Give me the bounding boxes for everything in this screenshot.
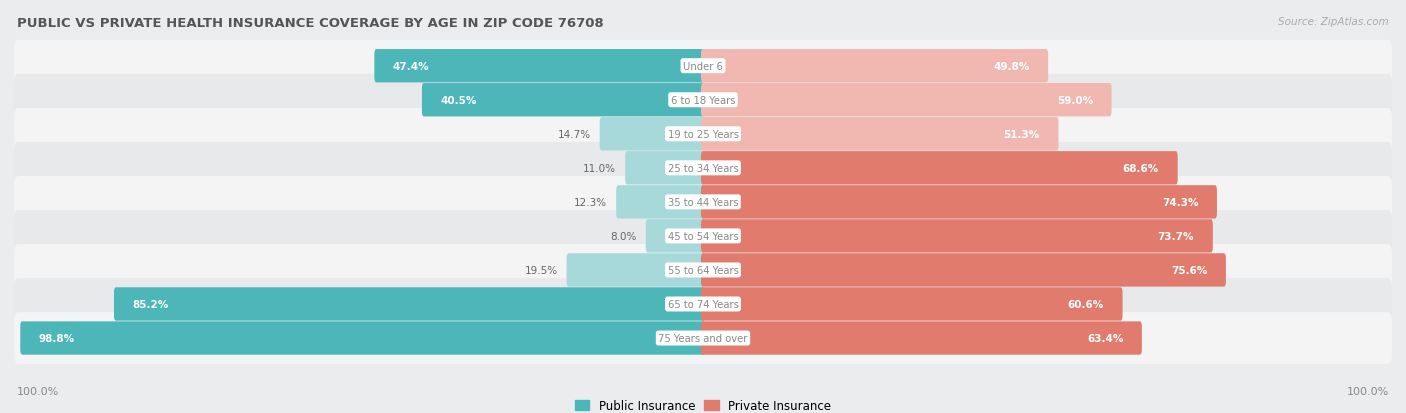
Text: 47.4%: 47.4% [394,62,430,71]
FancyBboxPatch shape [14,177,1392,228]
FancyBboxPatch shape [20,322,704,355]
Legend: Public Insurance, Private Insurance: Public Insurance, Private Insurance [571,394,835,413]
Text: 45 to 54 Years: 45 to 54 Years [668,231,738,241]
Text: Under 6: Under 6 [683,62,723,71]
FancyBboxPatch shape [374,50,704,83]
FancyBboxPatch shape [702,84,1112,117]
FancyBboxPatch shape [702,220,1213,253]
Text: 98.8%: 98.8% [39,333,75,343]
Text: 19.5%: 19.5% [524,265,558,275]
Text: 55 to 64 Years: 55 to 64 Years [668,265,738,275]
Text: 60.6%: 60.6% [1067,299,1104,309]
Text: 59.0%: 59.0% [1057,95,1092,105]
FancyBboxPatch shape [702,322,1142,355]
FancyBboxPatch shape [626,152,704,185]
Text: Source: ZipAtlas.com: Source: ZipAtlas.com [1278,17,1389,26]
FancyBboxPatch shape [14,312,1392,364]
FancyBboxPatch shape [14,75,1392,126]
FancyBboxPatch shape [702,152,1178,185]
Text: 51.3%: 51.3% [1004,129,1040,140]
FancyBboxPatch shape [702,254,1226,287]
Text: 8.0%: 8.0% [610,231,637,241]
Text: 100.0%: 100.0% [1347,387,1389,396]
FancyBboxPatch shape [702,186,1218,219]
FancyBboxPatch shape [599,118,704,151]
Text: 85.2%: 85.2% [132,299,169,309]
Text: 19 to 25 Years: 19 to 25 Years [668,129,738,140]
FancyBboxPatch shape [702,287,1122,321]
Text: 100.0%: 100.0% [17,387,59,396]
Text: 73.7%: 73.7% [1157,231,1194,241]
Text: 75.6%: 75.6% [1171,265,1208,275]
FancyBboxPatch shape [14,142,1392,194]
Text: 12.3%: 12.3% [574,197,607,207]
FancyBboxPatch shape [114,287,704,321]
Text: 65 to 74 Years: 65 to 74 Years [668,299,738,309]
Text: 63.4%: 63.4% [1087,333,1123,343]
FancyBboxPatch shape [14,278,1392,330]
Text: 6 to 18 Years: 6 to 18 Years [671,95,735,105]
Text: 74.3%: 74.3% [1161,197,1198,207]
Text: 75 Years and over: 75 Years and over [658,333,748,343]
FancyBboxPatch shape [645,220,704,253]
Text: 25 to 34 Years: 25 to 34 Years [668,164,738,173]
FancyBboxPatch shape [14,41,1392,93]
Text: 14.7%: 14.7% [558,129,591,140]
Text: 49.8%: 49.8% [993,62,1029,71]
FancyBboxPatch shape [702,50,1047,83]
FancyBboxPatch shape [14,109,1392,160]
Text: 11.0%: 11.0% [583,164,616,173]
FancyBboxPatch shape [14,211,1392,262]
FancyBboxPatch shape [14,244,1392,296]
FancyBboxPatch shape [702,118,1059,151]
Text: 40.5%: 40.5% [440,95,477,105]
FancyBboxPatch shape [567,254,704,287]
Text: PUBLIC VS PRIVATE HEALTH INSURANCE COVERAGE BY AGE IN ZIP CODE 76708: PUBLIC VS PRIVATE HEALTH INSURANCE COVER… [17,17,603,29]
Text: 68.6%: 68.6% [1123,164,1159,173]
Text: 35 to 44 Years: 35 to 44 Years [668,197,738,207]
FancyBboxPatch shape [616,186,704,219]
FancyBboxPatch shape [422,84,704,117]
